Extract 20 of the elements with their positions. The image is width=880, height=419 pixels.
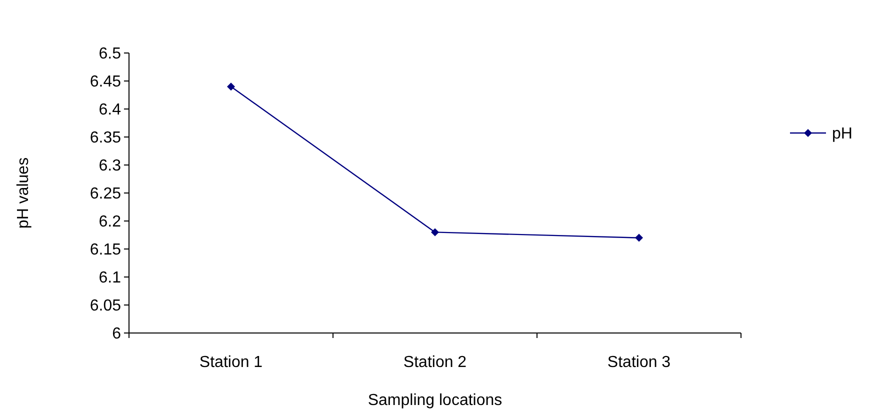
x-tick-label: Station 3 (607, 354, 671, 371)
x-tick-label: Station 1 (199, 354, 263, 371)
y-tick-label: 6.3 (98, 158, 122, 175)
point (431, 228, 439, 236)
y-tick-label: 6.4 (98, 102, 122, 119)
y-tick-label: 6.45 (90, 74, 122, 91)
y-tick-label: 6.5 (98, 46, 122, 63)
point (227, 82, 235, 91)
y-tick-label: 6.35 (90, 130, 122, 147)
y-axis-title: pH values (15, 157, 32, 229)
y-tick-label: 6.2 (98, 214, 122, 231)
y-tick-label: 6 (112, 326, 122, 343)
x-tick-label: Station 2 (403, 354, 467, 371)
y-tick-label: 6.05 (90, 298, 122, 315)
legend-label: pH (832, 126, 852, 143)
point (635, 234, 643, 242)
y-tick-label: 6.1 (98, 270, 122, 287)
y-tick-label: 6.15 (90, 242, 122, 259)
y-tick-label: 6.25 (90, 186, 122, 203)
x-axis-title: Sampling locations (368, 392, 502, 409)
